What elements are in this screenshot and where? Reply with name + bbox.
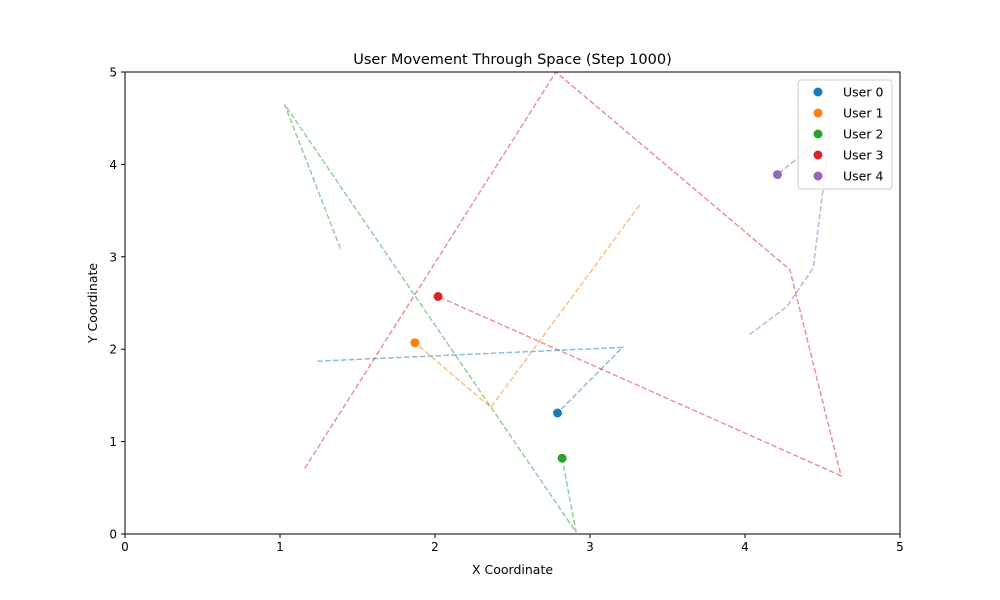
legend: User 0 User 1 User 2 User 3 User 4 [797, 79, 893, 190]
points-layer [410, 170, 782, 463]
point-user-2 [557, 453, 567, 463]
trail-line-user-0 [317, 346, 625, 414]
legend-box [797, 79, 893, 190]
y-axis-label: Y Coordinate [85, 263, 100, 344]
y-tick-label: 3 [109, 250, 117, 264]
legend-marker-user-3 [813, 150, 823, 160]
y-tick-label: 5 [109, 66, 117, 80]
point-user-0 [553, 408, 562, 418]
legend-marker-user-4 [813, 171, 823, 181]
legend-marker-user-1 [813, 108, 823, 118]
y-tick-label: 0 [109, 528, 117, 542]
trail-line-user-3 [304, 70, 843, 478]
x-tick-label: 5 [896, 540, 904, 554]
y-tick-label: 1 [109, 435, 117, 449]
x-tick-label: 2 [431, 540, 439, 554]
y-tick-label: 4 [109, 158, 117, 172]
point-user-4 [773, 170, 782, 180]
plot-area-frame [124, 71, 901, 535]
legend-label-user-3: User 3 [843, 148, 883, 163]
x-tick-label: 4 [741, 540, 749, 554]
trail-line-user-2 [283, 103, 577, 533]
trail-line-user-1 [414, 204, 641, 409]
legend-marker-user-2 [813, 129, 823, 139]
x-tick-label: 3 [586, 540, 594, 554]
point-user-3 [433, 292, 443, 301]
legend-label-user-2: User 2 [843, 127, 883, 142]
x-axis-ticks: 0 1 2 3 4 5 [121, 534, 904, 554]
legend-label-user-1: User 1 [843, 106, 883, 121]
legend-label-user-4: User 4 [843, 169, 883, 184]
trails-layer [283, 70, 843, 533]
legend-label-user-0: User 0 [843, 85, 883, 100]
legend-marker-user-0 [813, 87, 823, 97]
point-user-1 [410, 338, 420, 348]
y-axis-ticks: 0 1 2 3 4 5 [109, 66, 125, 542]
y-tick-label: 2 [109, 343, 117, 357]
x-axis-label: X Coordinate [472, 562, 553, 577]
x-tick-label: 1 [276, 540, 284, 554]
x-tick-label: 0 [121, 540, 129, 554]
chart-title: User Movement Through Space (Step 1000) [353, 52, 671, 68]
